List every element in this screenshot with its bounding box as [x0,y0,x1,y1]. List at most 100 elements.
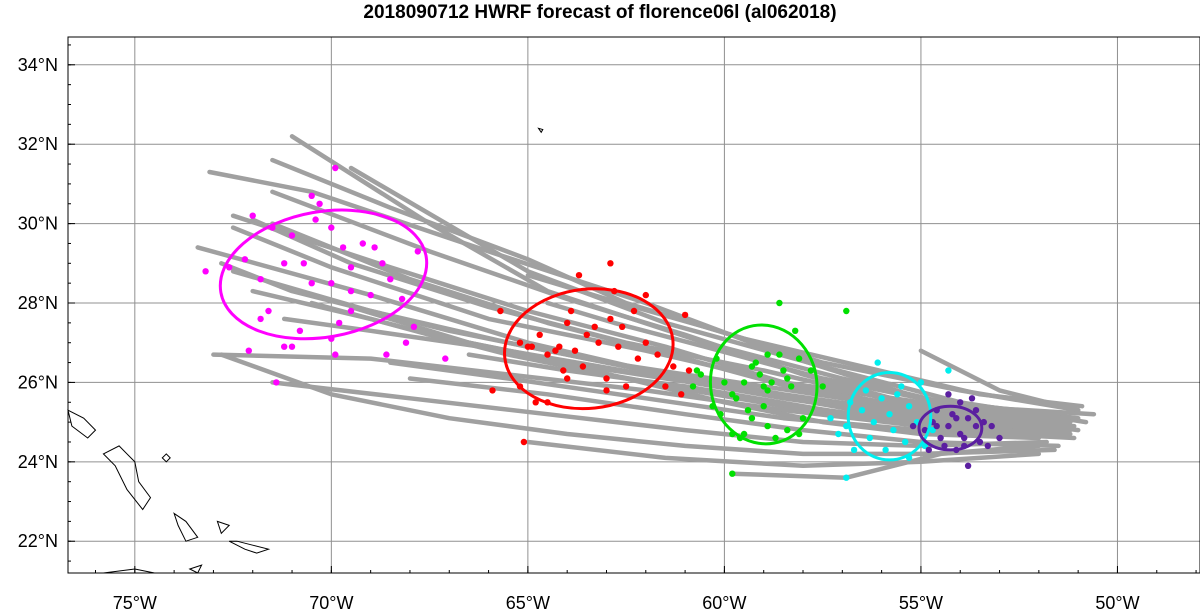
forecast-position-dot [784,426,791,434]
forecast-position-dot [371,244,378,251]
forecast-position-dot [379,260,386,267]
forecast-position-dot [996,434,1003,442]
forecast-position-dot [760,383,767,390]
forecast-position-dot [296,327,304,334]
grid-lines [68,37,1200,573]
forecast-position-dot [328,224,335,231]
forecast-position-dot [544,351,551,358]
forecast-position-dot [288,343,296,350]
forecast-position-dot [721,379,728,386]
forecast-position-dot [281,260,288,267]
coastline-shape [102,445,152,511]
y-tick-label: 28°N [18,293,58,313]
y-tick-label: 32°N [18,134,58,154]
forecast-position-dot [257,315,264,323]
forecast-track [230,225,1065,421]
forecast-position-dot [957,399,964,406]
axis-labels: 75°W 70°W 65°W 60°W 55°W 50°W 22°N 24°N 26°N 28°N… [18,55,1140,611]
forecast-position-dot [862,387,870,394]
forecast-position-dot [489,387,496,394]
forecast-position-dot [776,351,783,358]
x-tick-label: 70°W [309,593,353,611]
forecast-position-dot [988,422,995,430]
forecast-position-dot [768,379,775,386]
forecast-track [219,352,1057,457]
coastline-shape [188,564,203,574]
forecast-position-dot [308,280,315,287]
y-tick-label: 34°N [18,55,58,75]
forecast-position-dot [941,442,948,450]
forecast-position-dot [308,192,315,199]
coastline-shape [537,127,544,134]
forecast-position-dot [693,367,701,374]
forecast-position-dot [858,407,866,414]
forecast-position-dot [870,418,877,426]
forecast-position-dot [929,426,936,434]
forecast-position-dot [662,383,669,390]
forecast-position-dot [968,395,976,402]
forecast-position-dot [347,307,355,315]
plot-frame [67,36,1200,574]
forecast-position-dot [780,367,787,374]
coastline-shape [216,520,231,535]
y-tick-label: 26°N [18,372,58,392]
forecast-position-dot [890,426,897,434]
y-tick-label: 24°N [18,452,58,472]
forecast-position-dot [905,403,913,410]
map-title: 2018090712 HWRF forecast of florence06l … [363,2,837,23]
forecast-position-dot [497,307,504,315]
forecast-position-dot [622,383,630,390]
forecast-position-dot [575,272,583,279]
forecast-position-dot [339,244,347,251]
forecast-position-dot [886,411,893,418]
x-tick-label: 55°W [899,593,943,611]
forecast-position-dot [516,339,524,346]
forecast-position-dot [583,331,590,338]
forecast-position-dot [953,415,960,422]
forecast-position-dot [336,319,343,327]
forecast-position-dot [984,442,991,450]
forecast-position-dot [642,339,649,346]
forecast-position-dot [595,339,602,346]
forecast-position-dot [866,434,873,442]
forecast-position-dot [729,470,736,477]
forecast-position-dot [898,383,905,390]
forecast-position-dot [685,367,693,374]
forecast-position-dot [607,315,614,323]
forecast-position-dot [729,391,736,398]
forecast-position-dot [567,307,575,315]
forecast-position-dot [788,383,795,390]
forecast-position-dot [300,260,307,267]
forecast-position-dot [819,383,826,390]
forecast-position-dot [733,395,740,402]
forecast-position-dot [850,446,858,454]
forecast-position-dot [654,351,661,358]
forecast-position-dot [630,307,638,315]
forecast-position-dot [560,367,567,374]
forecast-position-dot [937,434,944,442]
forecast-position-dot [615,343,622,350]
forecast-position-dot [744,407,752,414]
forecast-position-dot [603,375,610,382]
coastline-shape [67,409,97,439]
x-tick-label: 75°W [113,593,157,611]
forecast-position-dot [740,379,748,386]
forecast-position-dot [961,434,968,442]
forecast-position-dot [878,395,885,402]
forecast-position-dot [603,387,610,394]
forecast-position-dot [265,307,272,315]
forecast-position-dot [843,307,850,315]
forecast-position-dot [776,299,783,307]
axis-ticks [68,44,1197,573]
forecast-position-dot [670,363,677,370]
forecast-position-dot [288,232,296,239]
forecast-position-dot [760,403,767,410]
forecast-position-dot [697,371,704,378]
forecast-position-dot [245,347,252,354]
forecast-track [525,439,1042,469]
forecast-position-dot [402,339,410,346]
forecast-position-dot [634,355,642,362]
forecast-position-dot [359,240,366,247]
x-tick-label: 60°W [702,593,746,611]
forecast-position-dot [316,200,323,207]
